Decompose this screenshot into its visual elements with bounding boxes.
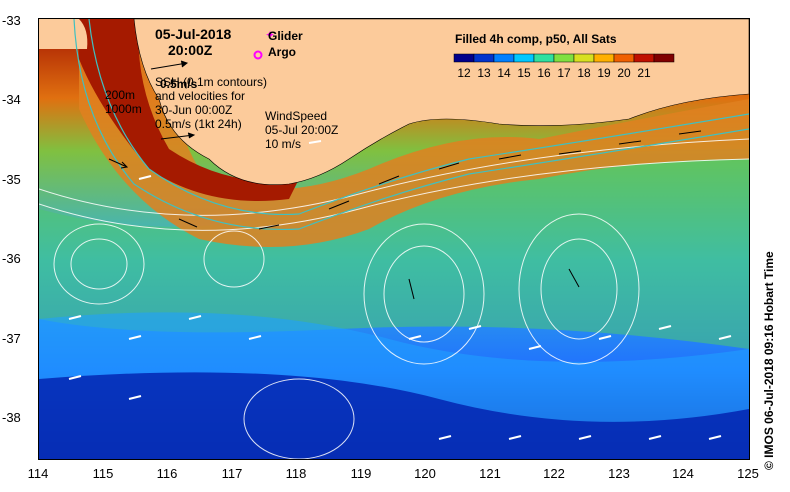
ssh-contours [39,138,749,459]
lon-tick: 123 [608,466,630,481]
legend-glider: Glider [268,29,303,43]
lat-tick: -37 [2,331,21,346]
argo-symbol [253,50,263,60]
lat-tick: -35 [2,172,21,187]
lat-tick: -34 [2,92,21,107]
colorbar-swatch [473,53,495,63]
cb-tick: 18 [577,66,591,80]
glider-symbol: ✦ [265,28,275,42]
map-time: 20:00Z [168,42,213,58]
bathy-200-label: 200m [105,88,136,102]
lon-tick: 115 [92,466,114,481]
colorbar-swatch [553,53,575,63]
legend-arrows [150,60,196,140]
lat-tick: -33 [2,13,21,28]
lon-tick: 122 [543,466,565,481]
lon-tick: 117 [221,466,243,481]
cb-tick: 20 [617,66,631,80]
ssh-scale-overlay: 0.5m/s [160,77,198,91]
land-west [39,19,88,49]
colorbar-swatch [633,53,655,63]
lon-tick: 125 [737,466,759,481]
lon-tick: 119 [350,466,372,481]
lon-tick: 116 [156,466,178,481]
wind-speed: 10 m/s [265,137,302,151]
wind-date: 05-Jul 20:00Z [265,123,339,137]
lon-tick: 120 [414,466,436,481]
colorbar-swatch [653,53,675,63]
colorbar-swatch [613,53,635,63]
sst-hot-core [79,19,299,201]
lon-tick: 118 [285,466,307,481]
bathy-1000-label: 1000m [105,102,142,116]
cb-tick: 15 [517,66,531,80]
colorbar-swatch [493,53,515,63]
ssh-text-2: and velocities for [155,89,246,103]
sst-map-canvas: ✦ [39,19,749,459]
cb-tick: 17 [557,66,571,80]
lat-tick: -36 [2,251,21,266]
ssh-text-4: 0.5m/s (1kt 24h) [155,117,242,131]
cb-tick: 21 [637,66,651,80]
wind-title: WindSpeed [265,109,328,123]
cb-tick: 12 [457,66,471,80]
sst-green-band [39,149,749,349]
cb-tick: 14 [497,66,511,80]
map-date: 05-Jul-2018 [155,26,232,42]
colorbar-swatch [593,53,615,63]
lon-tick: 121 [479,466,501,481]
lat-tick: -38 [2,410,21,425]
current-arrows [108,130,702,300]
lon-tick: 124 [672,466,694,481]
bathymetry-contours [73,19,749,231]
colorbar-swatch [513,53,535,63]
colorbar-title: Filled 4h comp, p50, All Sats [455,32,617,46]
colorbar [453,53,675,63]
cb-tick: 19 [597,66,611,80]
lon-tick: 114 [27,466,49,481]
imos-credit: © IMOS 06-Jul-2018 09:16 Hobart Time [762,251,776,470]
cb-tick: 13 [477,66,491,80]
wind-arrows [68,175,732,440]
legend-argo: Argo [268,45,296,59]
colorbar-swatch [453,53,475,63]
ssh-text-1: SSH (0.1m contours) [155,75,268,89]
sst-map[interactable]: ✦ [38,18,750,460]
colorbar-swatch [573,53,595,63]
wind-legend-arrow [308,140,322,144]
ssh-text-3: 30-Jun 00:00Z [155,103,233,117]
colorbar-swatch [533,53,555,63]
cb-tick: 16 [537,66,551,80]
sst-deep-blue-band [39,372,749,459]
